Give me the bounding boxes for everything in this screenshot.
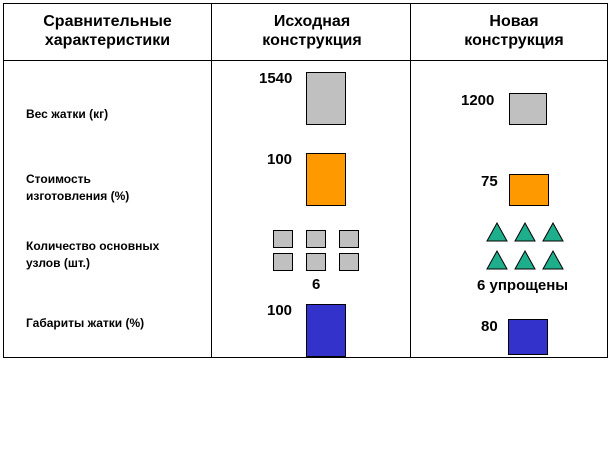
original-node-square	[339, 230, 359, 248]
original-cost-square	[306, 153, 346, 206]
original-node-square	[273, 253, 293, 271]
header-original-design: Исходная конструкция	[262, 13, 362, 49]
header-divider	[4, 60, 607, 61]
original-nodes-value: 6	[312, 276, 321, 293]
original-node-square	[306, 230, 326, 248]
green-triangle-icon	[486, 250, 508, 270]
original-node-square	[339, 253, 359, 271]
new-cost-square	[509, 174, 549, 206]
original-cost-value: 100	[267, 151, 293, 168]
header-characteristics: Сравнительные характеристики	[43, 13, 172, 49]
green-triangle-icon	[514, 222, 536, 242]
new-weight-value: 1200	[461, 92, 495, 109]
original-weight-square	[306, 72, 346, 125]
comparison-table: Сравнительные характеристики Исходная ко…	[3, 3, 608, 358]
green-triangle-icon	[514, 250, 536, 270]
green-triangle-icon	[486, 222, 508, 242]
header-new-design: Новая конструкция	[464, 13, 564, 49]
green-triangle-icon	[542, 222, 564, 242]
original-node-square	[273, 230, 293, 248]
new-cost-value: 75	[481, 173, 498, 190]
row-label-size: Габариты жатки (%)	[26, 316, 145, 330]
original-size-square	[306, 304, 346, 357]
row-label-nodes: Количество основных узлов (шт.)	[26, 239, 160, 270]
green-triangle-icon	[542, 250, 564, 270]
row-label-weight: Вес жатки (кг)	[26, 107, 109, 121]
new-size-value: 80	[481, 318, 498, 335]
original-node-square	[306, 253, 326, 271]
column-divider-1	[211, 4, 212, 357]
column-divider-2	[410, 4, 411, 357]
new-nodes-value: 6 упрощены	[477, 277, 569, 294]
original-size-value: 100	[267, 302, 293, 319]
new-size-square	[508, 319, 548, 355]
original-weight-value: 1540	[259, 70, 293, 87]
row-label-cost: Стоимость изготовления (%)	[26, 172, 130, 203]
new-weight-square	[509, 93, 547, 125]
